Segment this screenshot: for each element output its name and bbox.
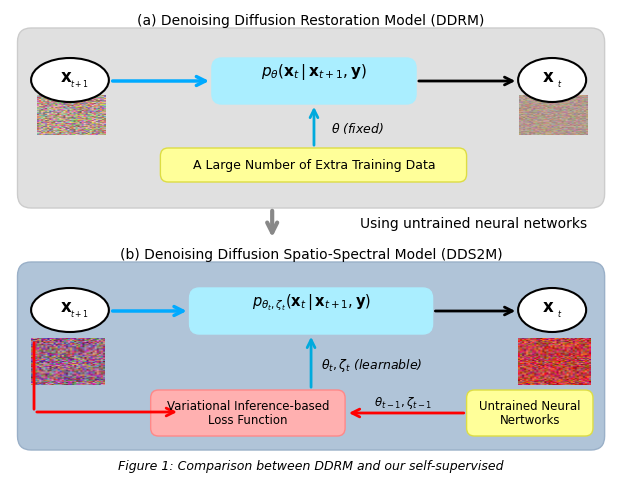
Text: $_{t+1}$: $_{t+1}$ bbox=[70, 79, 89, 91]
FancyBboxPatch shape bbox=[17, 262, 605, 450]
Text: $\mathbf{x}$: $\mathbf{x}$ bbox=[60, 68, 72, 86]
FancyBboxPatch shape bbox=[17, 28, 605, 208]
Text: $\mathbf{x}$: $\mathbf{x}$ bbox=[60, 298, 72, 316]
Ellipse shape bbox=[31, 288, 109, 332]
Text: $_{t+1}$: $_{t+1}$ bbox=[70, 309, 89, 321]
Ellipse shape bbox=[31, 58, 109, 102]
FancyBboxPatch shape bbox=[212, 58, 416, 104]
Text: Using untrained neural networks: Using untrained neural networks bbox=[360, 217, 587, 231]
Ellipse shape bbox=[518, 288, 586, 332]
Text: Loss Function: Loss Function bbox=[208, 415, 287, 428]
Text: $\theta_t, \zeta_t$ (learnable): $\theta_t, \zeta_t$ (learnable) bbox=[321, 357, 422, 374]
Ellipse shape bbox=[518, 58, 586, 102]
FancyBboxPatch shape bbox=[467, 390, 593, 436]
Text: Nertworks: Nertworks bbox=[500, 415, 560, 428]
FancyBboxPatch shape bbox=[161, 148, 467, 182]
Text: Variational Inference-based: Variational Inference-based bbox=[166, 400, 329, 413]
Text: $\mathbf{x}$: $\mathbf{x}$ bbox=[542, 298, 554, 316]
Text: $_t$: $_t$ bbox=[557, 80, 563, 91]
Text: Untrained Neural: Untrained Neural bbox=[479, 400, 580, 413]
FancyBboxPatch shape bbox=[150, 390, 345, 436]
FancyBboxPatch shape bbox=[189, 288, 433, 334]
Text: (b) Denoising Diffusion Spatio-Spectral Model (DDS2M): (b) Denoising Diffusion Spatio-Spectral … bbox=[120, 248, 502, 262]
Text: $\theta_{t-1}, \zeta_{t-1}$: $\theta_{t-1}, \zeta_{t-1}$ bbox=[374, 395, 433, 411]
Text: $\mathbf{x}$: $\mathbf{x}$ bbox=[542, 68, 554, 86]
Text: (a) Denoising Diffusion Restoration Model (DDRM): (a) Denoising Diffusion Restoration Mode… bbox=[138, 14, 484, 28]
Text: $p_{\theta_t,\zeta_t}(\mathbf{x}_t\,|\,\mathbf{x}_{t+1},\mathbf{y})$: $p_{\theta_t,\zeta_t}(\mathbf{x}_t\,|\,\… bbox=[252, 293, 371, 313]
Text: $_t$: $_t$ bbox=[557, 309, 563, 321]
Text: A Large Number of Extra Training Data: A Large Number of Extra Training Data bbox=[193, 159, 435, 172]
Text: $p_\theta(\mathbf{x}_t\,|\,\mathbf{x}_{t+1},\mathbf{y})$: $p_\theta(\mathbf{x}_t\,|\,\mathbf{x}_{t… bbox=[261, 62, 367, 82]
Text: Figure 1: Comparison between DDRM and our self-supervised: Figure 1: Comparison between DDRM and ou… bbox=[118, 460, 504, 473]
Text: $\theta$ (fixed): $\theta$ (fixed) bbox=[330, 120, 383, 135]
